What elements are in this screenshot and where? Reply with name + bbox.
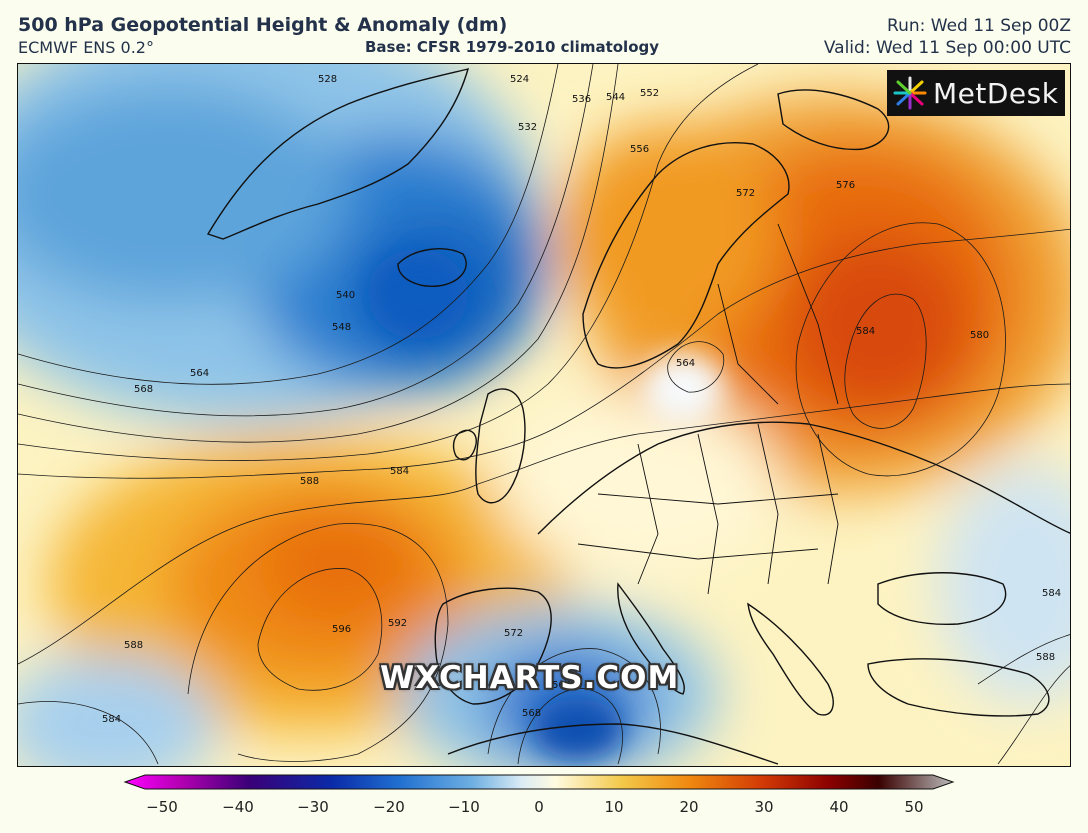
colorbar-tick: −10 <box>448 798 480 816</box>
climatology-base-label: Base: CFSR 1979-2010 climatology <box>365 38 660 56</box>
colorbar-gradient <box>123 774 955 790</box>
contour-label: 584 <box>102 714 121 725</box>
colorbar-tick: 20 <box>679 798 699 816</box>
contour-label: 584 <box>1042 588 1061 599</box>
contour-label: 536 <box>572 94 591 105</box>
contour-label: 588 <box>124 640 143 651</box>
contour-label: 548 <box>332 322 351 333</box>
metdesk-logo[interactable]: MetDesk <box>887 70 1065 116</box>
contour-labels: 528 524 536 544 552 532 556 540 548 564 … <box>102 74 1061 725</box>
run-time-label: Run: Wed 11 Sep 00Z <box>887 16 1071 36</box>
contour-label: 552 <box>640 88 659 99</box>
wxcharts-watermark: WXCHARTS.COM <box>380 660 680 696</box>
colorbar-tick: 0 <box>534 798 544 816</box>
anomaly-cores <box>368 249 723 759</box>
map-canvas: 528 524 536 544 552 532 556 540 548 564 … <box>18 64 1070 766</box>
contour-label: 592 <box>388 618 407 629</box>
contour-label: 580 <box>970 330 989 341</box>
contour-label: 556 <box>630 144 649 155</box>
contour-label: 588 <box>1036 652 1055 663</box>
anomaly-field <box>18 64 1070 766</box>
contour-label: 568 <box>134 384 153 395</box>
contour-label: 588 <box>300 476 319 487</box>
colorbar-tick: 30 <box>754 798 774 816</box>
colorbar-tick: 50 <box>904 798 924 816</box>
contour-label: 584 <box>856 326 875 337</box>
colorbar: −50 −40 −30 −20 −10 0 10 20 30 40 50 <box>0 770 1088 833</box>
contour-label: 596 <box>332 624 351 635</box>
contour-label: 572 <box>736 188 755 199</box>
contour-label: 532 <box>518 122 537 133</box>
colorbar-tick: 40 <box>829 798 849 816</box>
colorbar-tick: −20 <box>373 798 405 816</box>
height-contours <box>18 64 1070 765</box>
colorbar-tick: −50 <box>146 798 178 816</box>
colorbar-tick: 10 <box>604 798 624 816</box>
contour-label: 576 <box>836 180 855 191</box>
metdesk-logo-text: MetDesk <box>933 76 1059 110</box>
anomaly-map[interactable]: 528 524 536 544 552 532 556 540 548 564 … <box>17 63 1071 767</box>
contour-label: 544 <box>606 92 625 103</box>
contour-label: 564 <box>676 358 695 369</box>
valid-time-label: Valid: Wed 11 Sep 00:00 UTC <box>823 38 1071 58</box>
coastlines <box>206 68 1070 765</box>
metdesk-starburst-icon <box>893 76 927 110</box>
contour-label: 564 <box>190 368 209 379</box>
colorbar-tick: −30 <box>297 798 329 816</box>
contour-label: 564 <box>552 680 571 691</box>
model-label: ECMWF ENS 0.2° <box>18 38 154 57</box>
contour-label: 528 <box>318 74 337 85</box>
contour-label: 584 <box>390 466 409 477</box>
contour-label: 524 <box>510 74 529 85</box>
chart-title: 500 hPa Geopotential Height & Anomaly (d… <box>18 14 508 36</box>
colorbar-tick: −40 <box>222 798 254 816</box>
contour-label: 568 <box>522 708 541 719</box>
contour-label: 540 <box>336 290 355 301</box>
contour-label: 572 <box>504 628 523 639</box>
